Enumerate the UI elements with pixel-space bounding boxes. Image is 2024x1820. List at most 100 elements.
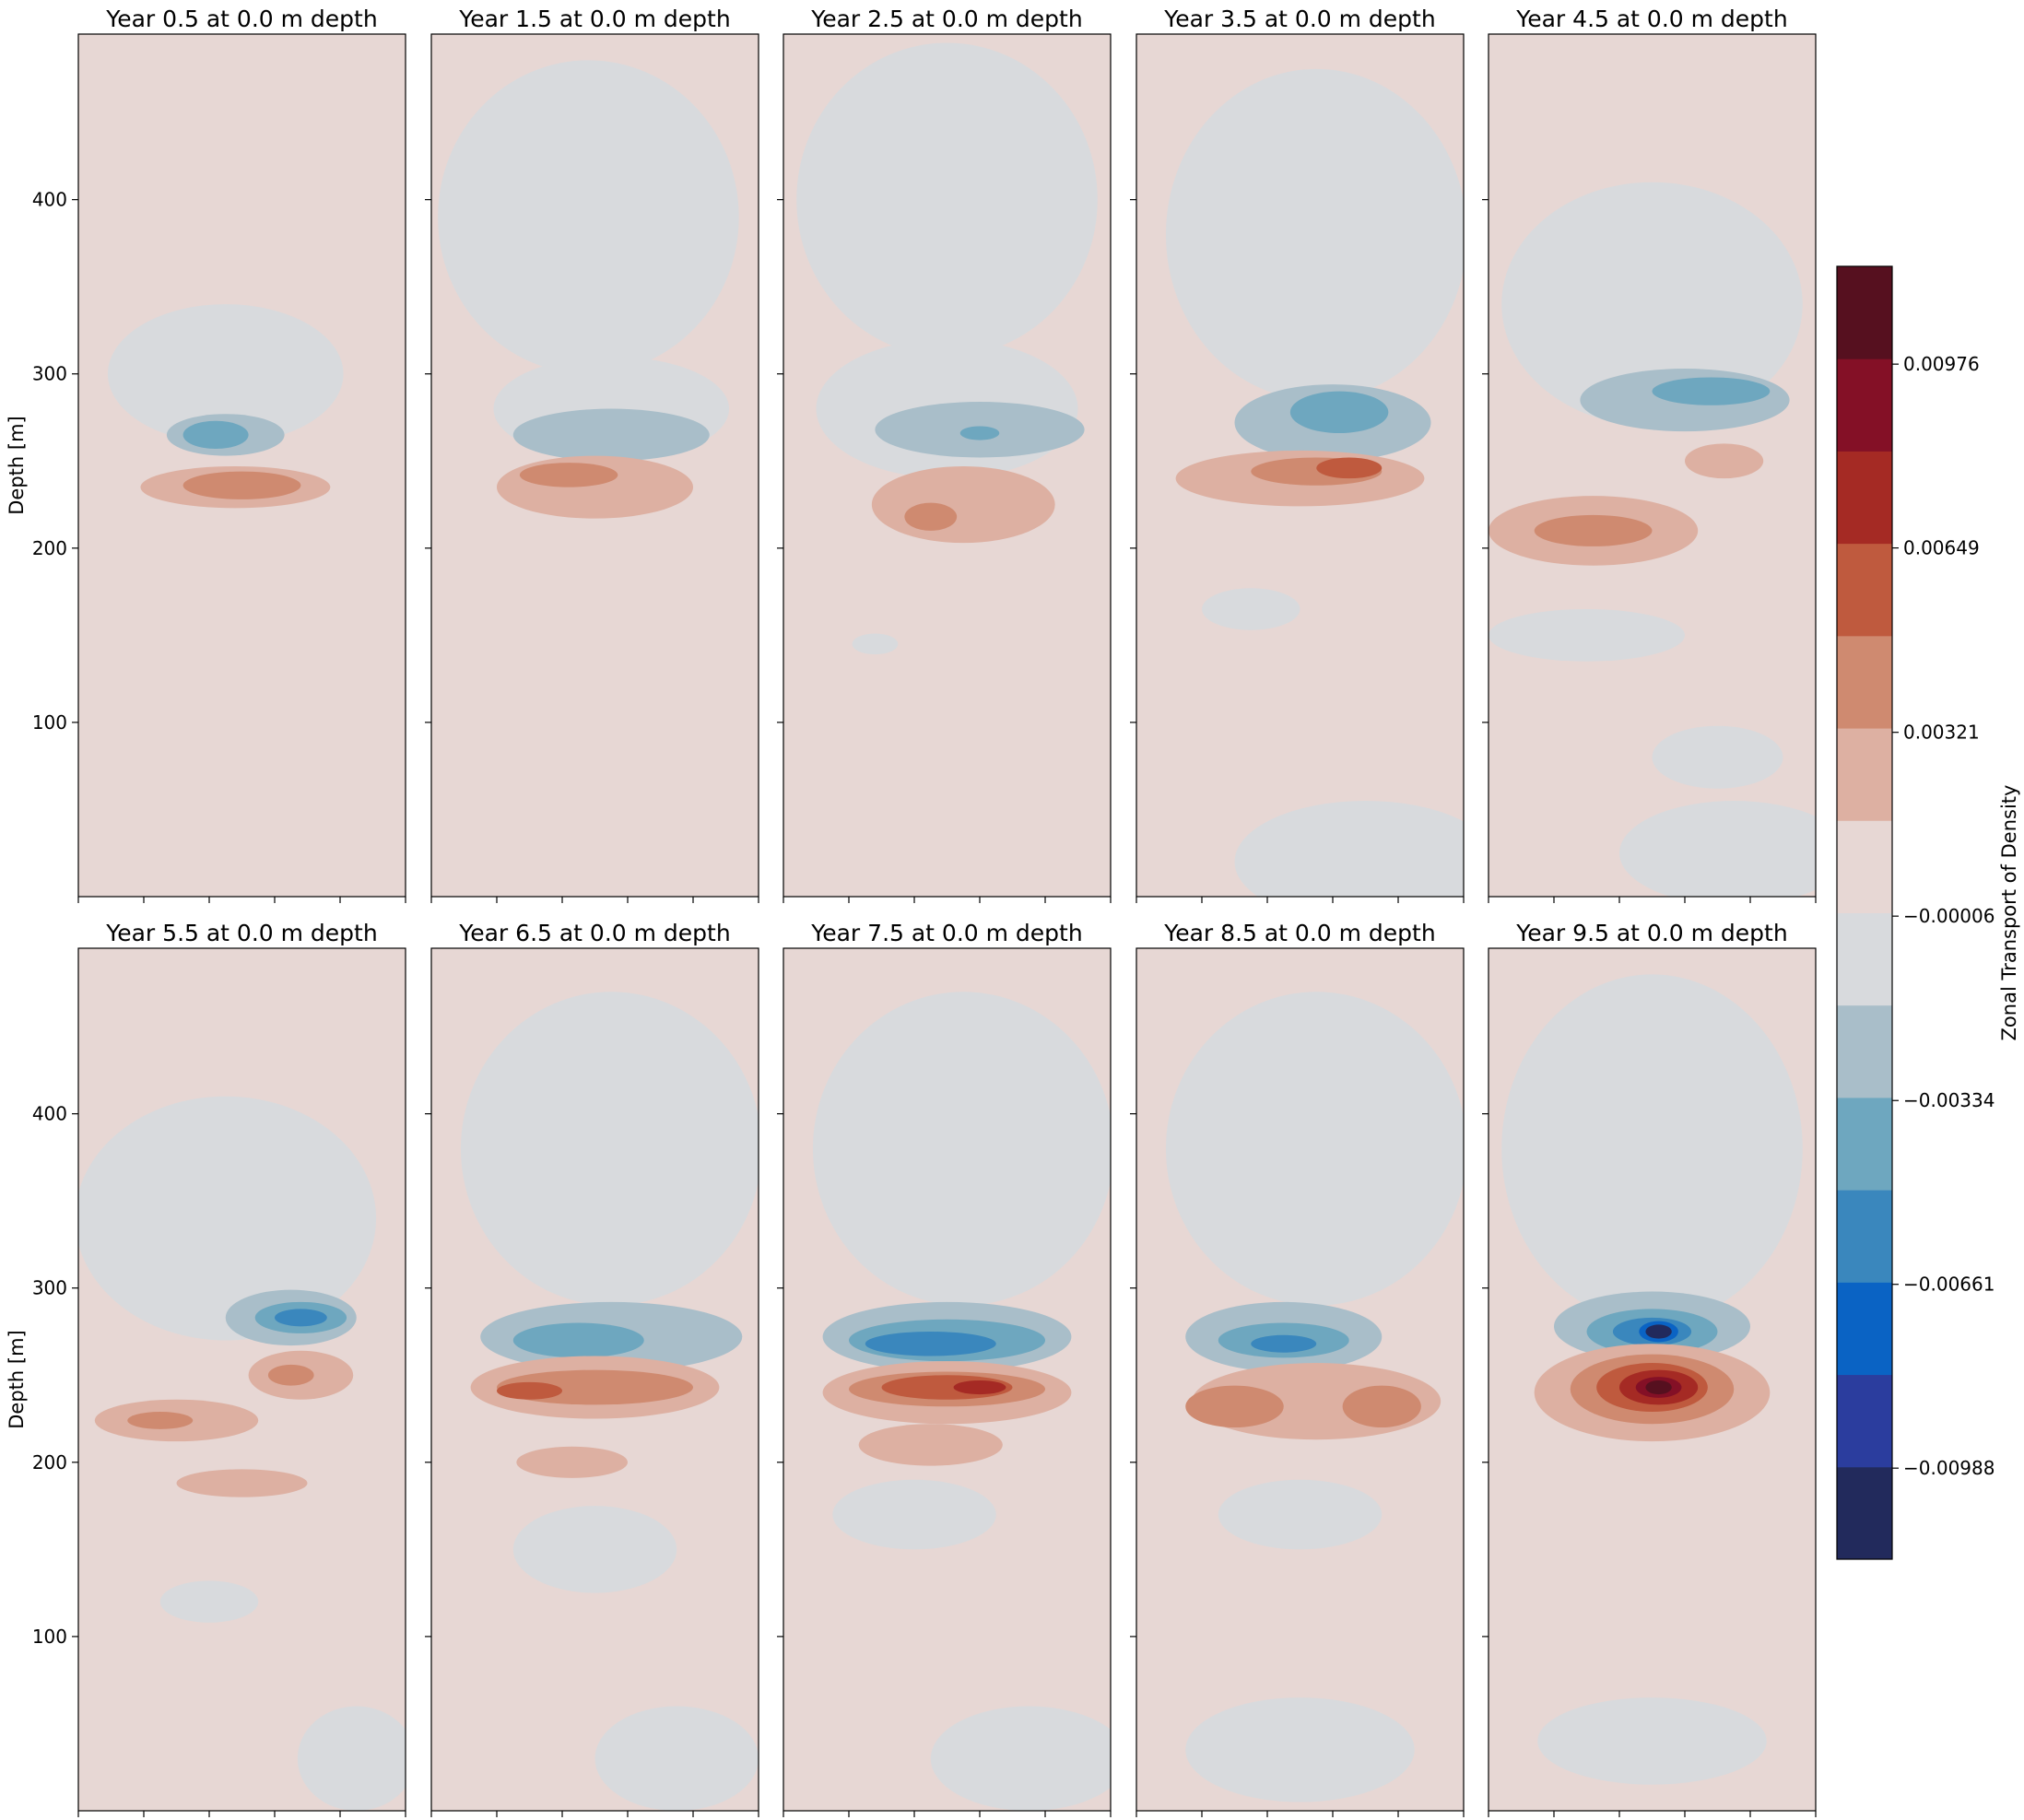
panel-title: Year 9.5 at 0.0 m depth [1515,920,1787,946]
contour-region [1185,1385,1284,1427]
contour-region [930,1706,1111,1811]
y-axis-label: Depth [m] [6,416,28,514]
contour-region [1685,443,1764,479]
contour-fill [1165,992,1464,1802]
contour-region [1537,1697,1767,1785]
colorbar: 0.00976 0.00649 0.00321 −0.00006 −0.00334 −0.… [1836,265,2020,1560]
colorbar-tick-label: 0.00976 [1903,353,1980,375]
contour-region [858,1424,1003,1466]
colorbar-level [1837,1004,1892,1098]
panel-title: Year 6.5 at 0.0 m depth [458,920,730,946]
y-axis-label: Depth [m] [6,1330,28,1428]
contour-region [1534,514,1653,546]
colorbar-level [1837,451,1892,545]
contour-fill [438,60,739,519]
contour-region [1652,725,1783,789]
contour-region [512,408,710,462]
panel-title: Year 5.5 at 0.0 m depth [105,920,377,946]
y-tick-label: 100 [32,711,67,734]
contour-region [871,465,1055,544]
panel-7: Year 6.5 at 0.0 m depth [425,920,759,1817]
contour-region [297,1706,406,1811]
contour-region [1619,801,1816,897]
contour-region [1218,1479,1383,1550]
colorbar-level [1837,912,1892,1006]
colorbar-level [1837,635,1892,729]
colorbar-tick-label: −0.00334 [1903,1089,1995,1111]
contour-region [1185,1697,1415,1802]
contour-fill [1489,182,1816,897]
contour-background [78,948,406,1811]
y-tick-label: 400 [32,1103,67,1125]
contour-region [1316,457,1383,479]
contour-region [460,992,759,1306]
y-tick-label: 100 [32,1626,67,1648]
contour-fill [812,992,1111,1811]
contour-region [812,992,1111,1306]
contour-fill [1165,68,1464,897]
panel-6: Year 5.5 at 0.0 m depth 100 200 300 400 Depth… [6,920,406,1817]
panel-5: Year 4.5 at 0.0 m depth [1482,6,1817,903]
contour-region [1289,391,1389,434]
colorbar-frame [1836,265,1893,1560]
contour-region [1165,68,1464,401]
contour-fill [796,42,1098,655]
panel-title: Year 0.5 at 0.0 m depth [105,6,377,32]
y-tick-label: 300 [32,1277,67,1299]
colorbar-level [1837,543,1892,637]
contour-fill [460,992,759,1811]
panel-8: Year 7.5 at 0.0 m depth [777,920,1112,1817]
contour-region [438,60,739,374]
colorbar-level [1837,1190,1892,1283]
panel-title: Year 1.5 at 0.0 m depth [458,6,730,32]
contour-region [594,1706,759,1811]
colorbar-level [1837,1466,1892,1560]
contour-region [1202,588,1300,630]
panel-9: Year 8.5 at 0.0 m depth [1130,920,1465,1817]
colorbar-level [1837,1097,1892,1191]
contour-region [959,426,1000,440]
contour-region [78,1096,377,1341]
panel-title: Year 3.5 at 0.0 m depth [1163,6,1435,32]
colorbar-level [1837,1282,1892,1376]
panel-frame [1136,33,1465,898]
contour-region [1165,992,1464,1306]
panel-frame [1136,947,1465,1812]
contour-region [176,1469,308,1497]
colorbar-label: Zonal Transport of Density [1998,785,2020,1041]
colorbar-level [1837,1374,1892,1468]
colorbar-level [1837,266,1892,359]
contour-region [1234,801,1464,897]
colorbar-tick-label: 0.00321 [1903,722,1980,744]
contour-background [78,34,406,897]
contour-region [275,1309,327,1327]
colorbar-tick-label: −0.00661 [1903,1274,1995,1296]
panel-frame [783,947,1112,1812]
colorbar-level [1837,358,1892,452]
contour-region [182,420,249,450]
panel-title: Year 2.5 at 0.0 m depth [810,6,1082,32]
contour-region [953,1380,1006,1395]
contour-region [127,1411,194,1429]
panel-title: Year 8.5 at 0.0 m depth [1163,920,1435,946]
contour-region [267,1364,314,1386]
contour-region [796,42,1098,357]
panel-title: Year 4.5 at 0.0 m depth [1515,6,1787,32]
contour-region [1645,1324,1672,1339]
contour-region [182,471,301,499]
y-tick-label: 300 [32,363,67,385]
contour-fill [78,1096,406,1811]
y-tick-label: 200 [32,537,67,559]
contour-region [107,304,344,444]
panel-1: Year 0.5 at 0.0 m depth 100 200 300 400 Depth… [6,6,406,903]
contour-region [832,1479,996,1550]
contour-region [904,502,958,531]
colorbar-level [1837,820,1892,913]
y-tick-label: 400 [32,189,67,211]
panel-3: Year 2.5 at 0.0 m depth [777,6,1112,903]
contour-region [516,1446,629,1478]
contour-region [852,633,899,655]
panel-frame [430,947,759,1812]
panel-4: Year 3.5 at 0.0 m depth [1130,6,1465,903]
